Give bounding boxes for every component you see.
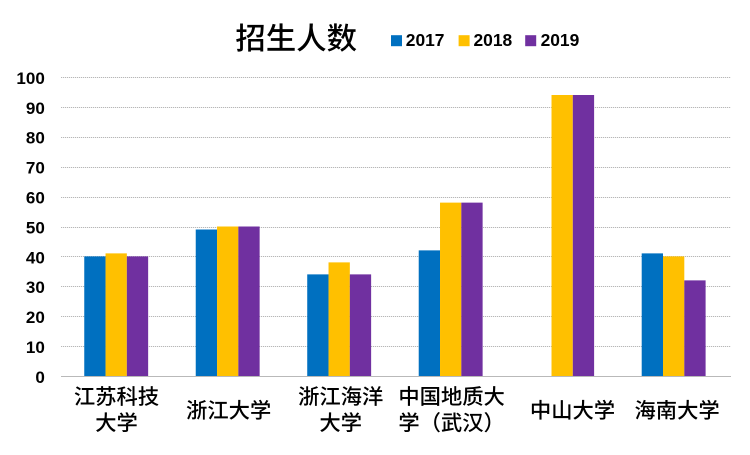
- svg-text:2019: 2019: [541, 30, 580, 50]
- svg-text:90: 90: [26, 99, 45, 118]
- svg-text:30: 30: [26, 278, 45, 297]
- svg-text:2018: 2018: [474, 30, 513, 50]
- svg-text:40: 40: [26, 248, 45, 267]
- svg-text:70: 70: [26, 159, 45, 178]
- svg-text:0: 0: [35, 368, 44, 387]
- svg-text:60: 60: [26, 189, 45, 208]
- svg-text:20: 20: [26, 308, 45, 327]
- svg-text:10: 10: [26, 338, 45, 357]
- svg-text:100: 100: [16, 69, 44, 88]
- svg-text:2017: 2017: [406, 30, 445, 50]
- svg-text:50: 50: [26, 218, 45, 237]
- svg-text:80: 80: [26, 129, 45, 148]
